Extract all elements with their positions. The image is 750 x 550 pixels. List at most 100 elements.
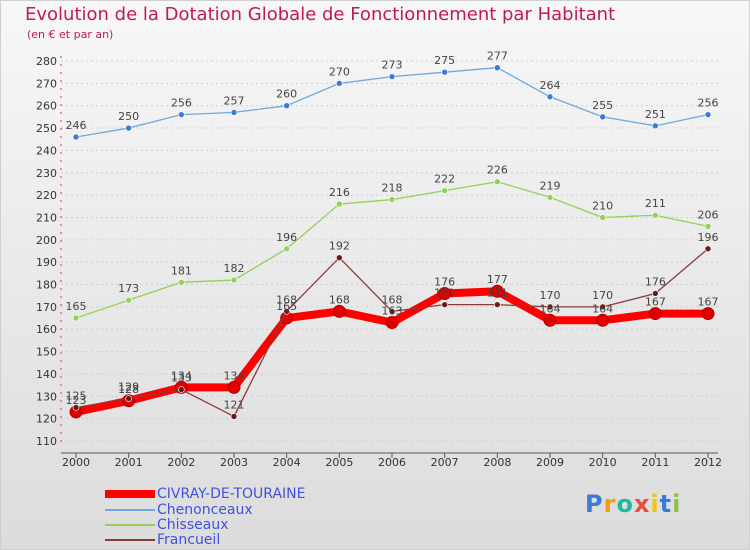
x-tick-label: 2012 xyxy=(694,456,722,469)
data-point-francueil xyxy=(336,254,343,262)
data-label-civray: 177 xyxy=(487,273,508,286)
y-tick-label: 150 xyxy=(36,346,57,359)
data-point-francueil xyxy=(599,303,606,311)
data-point-chenonceaux xyxy=(283,102,290,110)
x-tick-label: 2005 xyxy=(325,456,353,469)
data-label-francueil: 176 xyxy=(645,275,666,288)
data-label-chenonceaux: 250 xyxy=(118,110,139,123)
data-label-francueil: 129 xyxy=(118,381,139,394)
data-point-chenonceaux xyxy=(336,80,343,87)
x-tick-label: 2001 xyxy=(115,456,143,469)
data-label-francueil: 170 xyxy=(540,289,561,302)
data-label-chenonceaux: 255 xyxy=(592,99,613,112)
data-point-chisseaux xyxy=(230,276,238,284)
data-point-civray xyxy=(648,307,662,321)
data-label-chenonceaux: 260 xyxy=(276,88,297,101)
data-point-civray xyxy=(227,380,241,394)
x-tick-label: 2000 xyxy=(62,456,90,469)
data-point-chisseaux xyxy=(336,200,343,208)
legend-label-chisseaux: Chisseaux xyxy=(157,517,229,533)
data-point-francueil xyxy=(652,290,659,297)
y-tick-label: 130 xyxy=(36,390,57,403)
data-label-chenonceaux: 246 xyxy=(66,119,87,132)
y-tick-label: 220 xyxy=(36,189,57,202)
data-point-chisseaux xyxy=(652,211,659,219)
logo-letter: i xyxy=(650,490,660,518)
data-point-francueil xyxy=(178,386,185,393)
data-point-chenonceaux xyxy=(599,113,606,121)
data-point-francueil xyxy=(546,303,554,311)
data-label-civray: 164 xyxy=(592,302,613,315)
data-point-civray xyxy=(332,304,346,318)
data-point-chisseaux xyxy=(599,214,606,221)
data-label-civray: 164 xyxy=(540,302,561,315)
legend-label-civray: CIVRAY-DE-TOURAINE xyxy=(157,486,306,502)
data-point-francueil xyxy=(388,308,396,315)
data-label-francueil: 196 xyxy=(698,231,719,244)
data-point-chenonceaux xyxy=(652,122,659,130)
legend-swatch-chisseaux xyxy=(105,524,155,526)
x-tick-label: 2007 xyxy=(431,456,459,469)
proxiti-logo: Proxiti xyxy=(585,490,681,518)
data-point-chenonceaux xyxy=(546,93,554,101)
chart-subtitle: (en € et par an) xyxy=(27,28,114,41)
data-label-chenonceaux: 256 xyxy=(171,97,192,110)
data-label-chisseaux: 218 xyxy=(382,182,403,195)
data-label-chenonceaux: 257 xyxy=(224,94,245,107)
data-label-chisseaux: 219 xyxy=(540,179,561,192)
y-tick-label: 160 xyxy=(36,323,57,336)
data-point-chenonceaux xyxy=(125,124,132,132)
data-label-francueil: 133 xyxy=(171,372,192,385)
data-label-civray: 134 xyxy=(171,369,192,382)
data-label-francueil: 125 xyxy=(66,389,87,402)
data-point-chenonceaux xyxy=(178,111,185,118)
data-point-chisseaux xyxy=(178,278,185,286)
data-point-chenonceaux xyxy=(230,109,238,116)
logo-letter: i xyxy=(672,490,682,518)
chart-title: Evolution de la Dotation Globale de Fonc… xyxy=(25,4,616,25)
logo-letter: o xyxy=(616,490,634,518)
x-tick-label: 2011 xyxy=(641,456,669,469)
legend-swatch-francueil xyxy=(105,539,155,541)
data-label-chenonceaux: 256 xyxy=(698,97,719,110)
y-tick-label: 230 xyxy=(36,167,57,180)
logo-letter: x xyxy=(633,490,651,518)
data-label-chenonceaux: 277 xyxy=(487,50,508,63)
data-label-civray: 134 xyxy=(224,369,245,382)
legend-swatch-chenonceaux xyxy=(105,509,155,511)
data-point-chisseaux xyxy=(704,223,712,230)
x-tick-label: 2009 xyxy=(536,456,564,469)
logo-letter: r xyxy=(603,490,617,518)
data-label-civray: 168 xyxy=(329,293,350,306)
data-point-civray xyxy=(490,284,504,298)
data-label-francueil: 171 xyxy=(487,287,508,300)
data-point-chenonceaux xyxy=(441,68,448,76)
legend-item-chenonceaux: Chenonceaux xyxy=(105,502,253,518)
data-point-francueil xyxy=(704,245,712,253)
data-point-chisseaux xyxy=(283,245,290,253)
data-label-chenonceaux: 270 xyxy=(329,65,350,78)
y-tick-label: 170 xyxy=(36,301,57,314)
data-label-chisseaux: 181 xyxy=(171,264,192,277)
legend-swatch-civray xyxy=(105,490,155,498)
legend-label-francueil: Francueil xyxy=(157,532,221,548)
data-label-francueil: 121 xyxy=(224,398,245,411)
data-point-francueil xyxy=(494,301,501,308)
data-label-civray: 123 xyxy=(66,394,87,407)
x-tick-label: 2002 xyxy=(167,456,195,469)
data-label-civray: 167 xyxy=(645,296,666,309)
y-tick-label: 120 xyxy=(36,413,57,426)
data-point-chisseaux xyxy=(388,196,396,203)
data-point-chenonceaux xyxy=(72,133,80,141)
data-label-chisseaux: 226 xyxy=(487,164,508,177)
data-point-civray xyxy=(438,286,452,300)
y-tick-label: 270 xyxy=(36,77,57,90)
legend-item-francueil: Francueil xyxy=(105,532,220,548)
data-label-civray: 176 xyxy=(434,275,455,288)
logo-letter: t xyxy=(659,490,673,518)
data-label-civray: 163 xyxy=(382,305,403,318)
y-tick-label: 210 xyxy=(36,211,57,224)
data-label-chisseaux: 206 xyxy=(698,208,719,221)
data-label-civray: 167 xyxy=(698,296,719,309)
